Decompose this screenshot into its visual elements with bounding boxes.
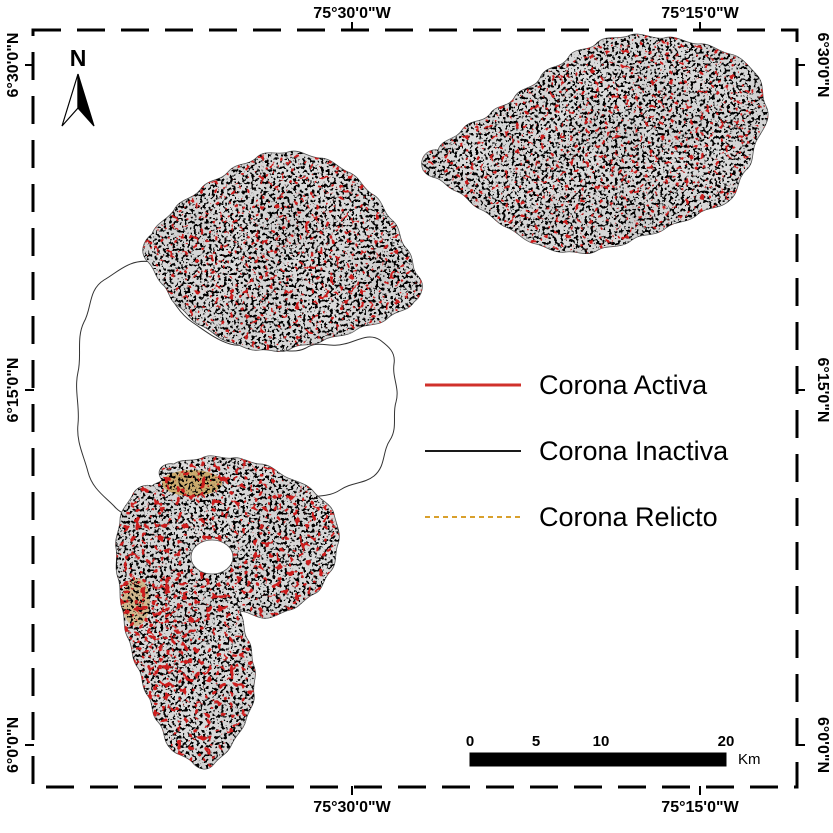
- graticule-ticks: [25, 22, 805, 795]
- lon-label-top-1: 75°15'0"W: [661, 5, 739, 22]
- legend-label-relicto: Corona Relicto: [539, 502, 718, 532]
- lat-label-right-0: 6°30'0"N: [814, 33, 831, 98]
- region-hole: [190, 539, 234, 575]
- lat-label-left-2: 6°0'0"N: [5, 717, 22, 773]
- legend-item-activa: Corona Activa: [425, 370, 708, 400]
- lat-label-right-1: 6°15'0"N: [814, 358, 831, 423]
- north-arrow-left-half: [61, 73, 79, 127]
- scale-bar-rect: [469, 752, 727, 767]
- lat-label-left-1: 6°15'0"N: [5, 358, 22, 423]
- scale-tick-10: 10: [593, 733, 610, 750]
- lat-label-right-2: 6°0'0"N: [814, 717, 831, 773]
- region-northeast: [421, 33, 769, 255]
- legend: Corona Activa Corona Inactiva Corona Rel…: [425, 370, 729, 532]
- scale-tick-5: 5: [532, 733, 540, 750]
- north-arrow-right-half: [77, 73, 95, 127]
- scale-unit-label: Km: [738, 751, 761, 768]
- lon-label-bottom-0: 75°30'0"W: [313, 799, 391, 816]
- legend-item-inactiva: Corona Inactiva: [425, 436, 729, 466]
- legend-label-activa: Corona Activa: [539, 370, 708, 400]
- region-south: [115, 455, 340, 770]
- lon-label-top-0: 75°30'0"W: [313, 5, 391, 22]
- lon-label-bottom-1: 75°15'0"W: [661, 799, 739, 816]
- north-arrow: N: [61, 45, 95, 127]
- scale-tick-20: 20: [718, 733, 735, 750]
- map-frame: [31, 28, 799, 789]
- legend-label-inactiva: Corona Inactiva: [539, 436, 729, 466]
- region-central: [142, 150, 423, 353]
- graticule-labels: 75°30'0"W 75°15'0"W 75°30'0"W 75°15'0"W …: [5, 5, 831, 816]
- lat-label-left-0: 6°30'0"N: [5, 33, 22, 98]
- scale-tick-0: 0: [466, 733, 474, 750]
- legend-item-relicto: Corona Relicto: [425, 502, 718, 532]
- north-arrow-label: N: [70, 45, 87, 71]
- scale-bar: 0 5 10 20 Km: [466, 733, 761, 768]
